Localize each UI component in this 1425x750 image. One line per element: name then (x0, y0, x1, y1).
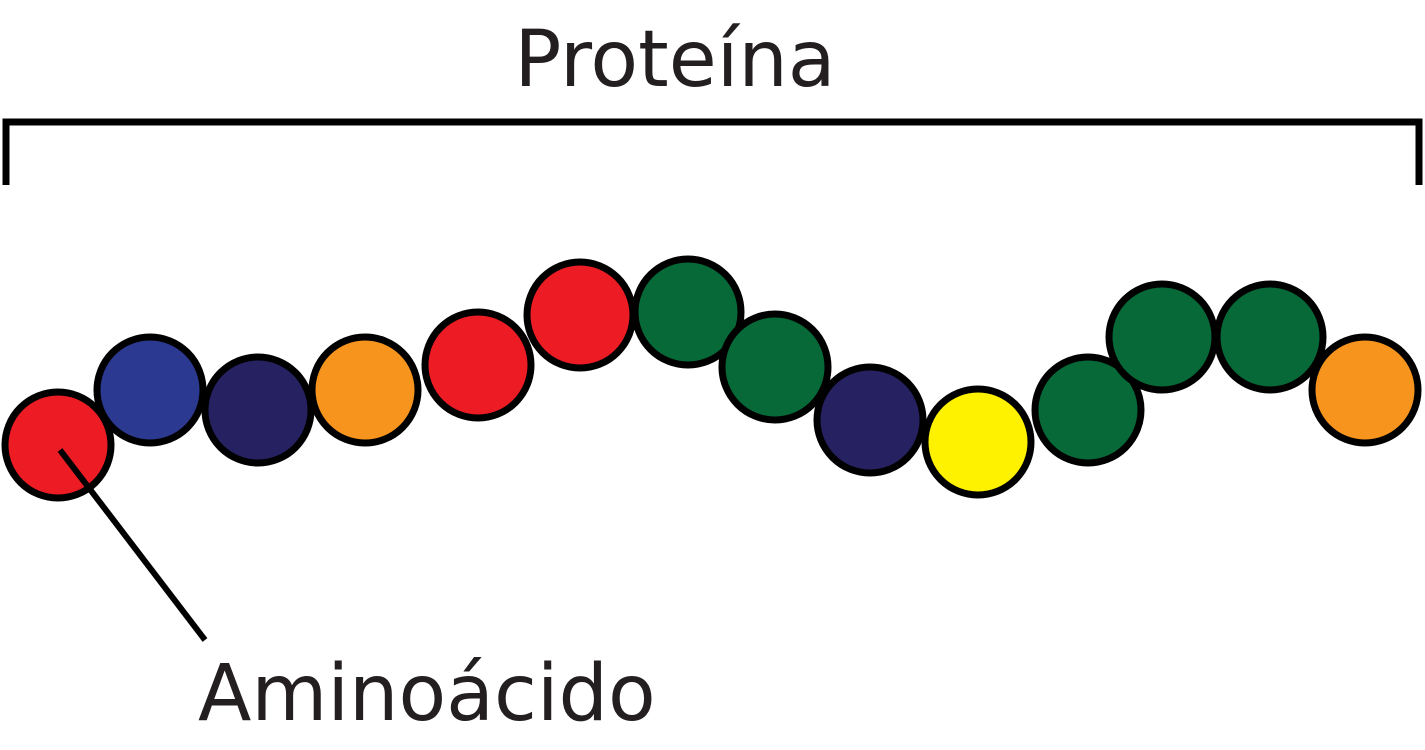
callout-label: Aminoácido (198, 649, 656, 739)
amino-acid (813, 363, 927, 477)
amino-acid (631, 255, 745, 369)
amino-acid (93, 333, 207, 447)
amino-acid (1213, 280, 1327, 394)
bracket (2, 118, 1423, 185)
amino-acid (718, 310, 832, 424)
amino-acid (1105, 280, 1219, 394)
pointer-line (57, 448, 208, 642)
amino-acid-chain (1, 255, 1422, 502)
amino-acid (523, 258, 637, 372)
title: Proteína (514, 15, 835, 105)
amino-acid (201, 353, 315, 467)
amino-acid (921, 385, 1035, 499)
amino-acid (1308, 333, 1422, 447)
amino-acid (308, 333, 422, 447)
amino-acid (421, 308, 535, 422)
amino-acid (1, 388, 115, 502)
amino-acid (1031, 353, 1145, 467)
